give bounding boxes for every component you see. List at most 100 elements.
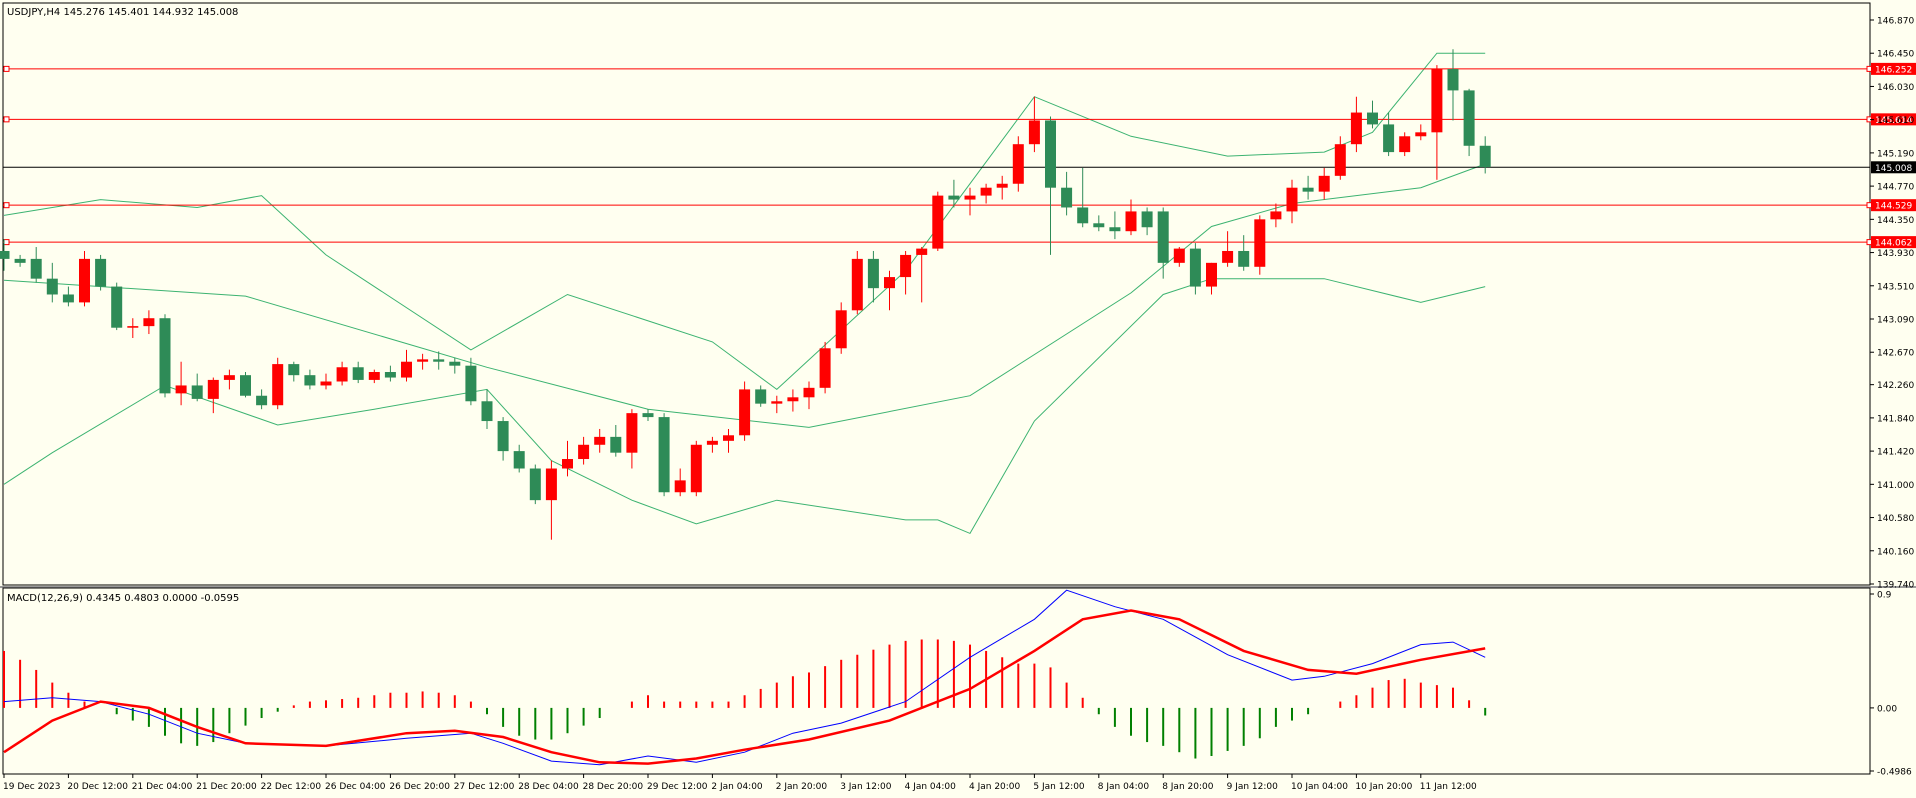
bollinger-bands xyxy=(3,52,1486,535)
candle xyxy=(1061,171,1073,216)
price-axis-label: 145.190 xyxy=(1877,149,1914,159)
candle xyxy=(545,460,557,540)
candle-body xyxy=(384,372,396,378)
macd-histogram xyxy=(3,639,1487,759)
candle xyxy=(1125,199,1137,236)
level-price-tag xyxy=(1871,236,1916,249)
level-line-handle[interactable] xyxy=(3,202,10,209)
candle-body xyxy=(14,258,26,263)
candle xyxy=(900,250,912,295)
candle xyxy=(352,361,364,384)
time-axis-label: 4 Jan 20:00 xyxy=(969,782,1021,792)
candle-body xyxy=(1431,69,1443,133)
time-axis-label: 21 Dec 04:00 xyxy=(132,782,193,792)
candle xyxy=(14,254,26,267)
candle-body xyxy=(449,361,461,366)
candle xyxy=(739,381,751,441)
price-axis-label: 143.090 xyxy=(1877,316,1914,326)
candle-body xyxy=(562,459,573,469)
candle-body xyxy=(320,381,332,386)
candle xyxy=(240,372,251,398)
panel-separator[interactable] xyxy=(0,586,1916,588)
candle-body xyxy=(1479,145,1491,168)
candle-body xyxy=(980,187,992,196)
current-price-tag xyxy=(1871,161,1916,174)
candle xyxy=(1222,231,1234,267)
candle xyxy=(1093,215,1105,232)
candle xyxy=(610,425,622,457)
time-axis-label: 8 Jan 20:00 xyxy=(1162,782,1214,792)
candle-body xyxy=(1447,69,1459,91)
price-axis-label: 146.450 xyxy=(1877,50,1914,60)
candle xyxy=(256,389,268,410)
candle xyxy=(1206,262,1217,295)
candle-body xyxy=(207,379,219,399)
candle xyxy=(916,247,928,303)
level-line-handle[interactable] xyxy=(3,116,10,123)
price-axis-label: 143.930 xyxy=(1877,249,1914,259)
candle-body xyxy=(1463,90,1475,146)
candle-body xyxy=(368,372,380,380)
candle xyxy=(1334,136,1346,180)
candle-body xyxy=(835,310,847,349)
candle-body xyxy=(304,375,316,386)
candle xyxy=(529,464,541,505)
time-axis-label: 28 Dec 04:00 xyxy=(518,782,579,792)
price-axis-label: 141.420 xyxy=(1877,448,1914,458)
candle-body xyxy=(964,195,976,200)
candle-body xyxy=(706,440,718,445)
candle-body xyxy=(1141,211,1153,228)
candle xyxy=(626,409,638,469)
price-axis-label: 140.160 xyxy=(1877,547,1914,557)
candle xyxy=(1189,243,1201,295)
candle-body xyxy=(272,364,284,406)
candle-body xyxy=(417,359,429,362)
price-axis-label: 145.610 xyxy=(1877,116,1914,126)
candle xyxy=(755,385,767,407)
candle-body xyxy=(111,286,123,328)
candle xyxy=(658,413,670,497)
candle-body xyxy=(867,258,879,289)
candle-body xyxy=(819,348,831,388)
candle-body xyxy=(723,435,734,441)
candle-body xyxy=(336,367,348,382)
candle-body xyxy=(95,258,107,287)
candle-body xyxy=(1206,262,1217,287)
macd-axis-label: 0.9 xyxy=(1877,591,1892,601)
candle-body xyxy=(513,451,525,469)
candle-body xyxy=(175,385,187,394)
candle-body xyxy=(1189,248,1201,287)
level-line-handle[interactable] xyxy=(3,65,10,72)
candle xyxy=(143,310,155,335)
price-axis-label: 141.840 xyxy=(1877,414,1914,424)
level-line-handle[interactable] xyxy=(3,239,10,246)
candle xyxy=(819,341,831,394)
price-panel-frame xyxy=(2,2,1871,586)
candle-body xyxy=(223,375,235,380)
candle xyxy=(175,361,187,406)
candle-body xyxy=(256,395,268,406)
candle xyxy=(1012,136,1024,192)
candle xyxy=(787,389,799,412)
candle xyxy=(1447,49,1459,121)
candle-body xyxy=(240,375,251,396)
time-axis-label: 27 Dec 12:00 xyxy=(454,782,515,792)
candle-body xyxy=(658,417,670,493)
time-axis-label: 11 Jan 12:00 xyxy=(1420,782,1477,792)
candle-body xyxy=(79,258,90,303)
candle xyxy=(1302,175,1314,200)
candle xyxy=(771,395,783,414)
candle xyxy=(932,191,944,251)
candle-body xyxy=(594,436,606,445)
candle-body xyxy=(1383,124,1395,153)
candle xyxy=(1415,124,1427,141)
macd-header: MACD(12,26,9) 0.4345 0.4803 0.0000 -0.05… xyxy=(7,593,239,604)
candle xyxy=(803,381,815,410)
candle xyxy=(1109,211,1121,240)
candlestick-series xyxy=(0,49,1491,540)
candle xyxy=(159,314,171,398)
candle-body xyxy=(0,250,10,259)
bollinger-mid-line xyxy=(3,163,1486,428)
